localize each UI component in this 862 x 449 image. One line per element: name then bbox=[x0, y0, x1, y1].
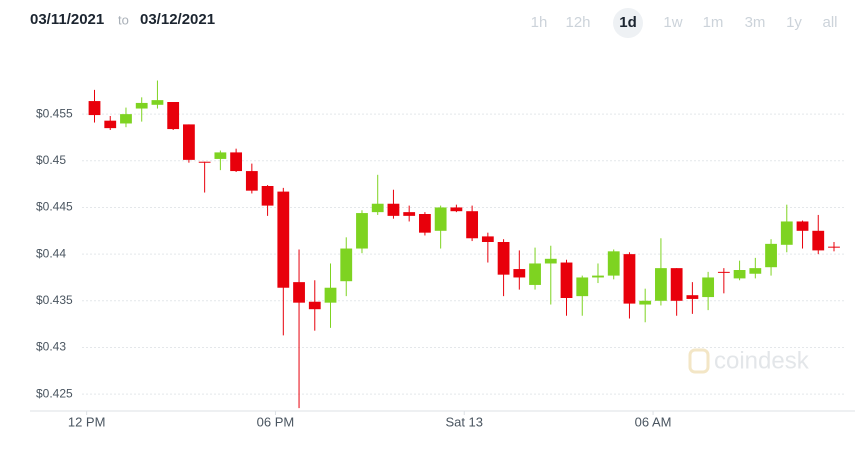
range-button[interactable]: 1d bbox=[619, 14, 637, 31]
candle-body bbox=[434, 207, 447, 231]
candle-body bbox=[576, 277, 589, 297]
x-tick-label: 12 PM bbox=[68, 414, 106, 429]
y-tick-label: $0.44 bbox=[36, 246, 66, 260]
candle-body bbox=[308, 301, 321, 310]
candle-body bbox=[733, 270, 746, 279]
candle-body bbox=[293, 282, 305, 303]
candle-body bbox=[356, 213, 368, 249]
candle-body bbox=[183, 124, 195, 160]
y-tick-label: $0.455 bbox=[36, 106, 73, 120]
candle-body bbox=[230, 152, 243, 172]
candle-body bbox=[749, 268, 762, 274]
candle-body bbox=[88, 101, 101, 116]
candle-body bbox=[828, 246, 840, 248]
candle-body bbox=[245, 171, 258, 191]
range-button[interactable]: 1y bbox=[786, 14, 802, 31]
candle-body bbox=[497, 242, 510, 275]
candle-body bbox=[151, 100, 164, 105]
candle-body bbox=[655, 268, 667, 301]
range-button[interactable]: 12h bbox=[565, 14, 590, 31]
y-tick-label: $0.435 bbox=[36, 293, 73, 307]
y-tick-label: $0.43 bbox=[36, 340, 66, 354]
candle-body bbox=[261, 186, 274, 206]
candle-body bbox=[198, 161, 211, 163]
candle-body bbox=[387, 203, 400, 216]
candle-body bbox=[765, 243, 777, 268]
candle-body bbox=[419, 214, 431, 233]
candle-body bbox=[324, 287, 337, 303]
candle-body bbox=[529, 263, 541, 285]
candle-body bbox=[277, 191, 290, 288]
candle-body bbox=[702, 277, 715, 298]
plot-area: coindesk $0.425 $0.43 $0.435 $0.44 $0.445 $0.4… bbox=[30, 80, 855, 429]
range-button[interactable]: 3m bbox=[745, 14, 766, 31]
candle-body bbox=[450, 207, 463, 212]
watermark-icon bbox=[688, 348, 710, 374]
candle-body bbox=[796, 221, 809, 231]
candle-body bbox=[371, 203, 384, 213]
active-range-bg bbox=[613, 8, 643, 38]
candle-body bbox=[481, 236, 494, 242]
candle-body bbox=[340, 248, 353, 282]
range-button[interactable]: 1w bbox=[663, 14, 682, 31]
candle-body bbox=[717, 271, 730, 273]
candle-body bbox=[104, 120, 117, 129]
date-separator: to bbox=[118, 12, 129, 27]
candle-body bbox=[214, 152, 227, 159]
range-button[interactable]: 1h bbox=[531, 14, 548, 31]
x-tick-label: 06 AM bbox=[635, 414, 672, 429]
x-tick-label: Sat 13 bbox=[445, 414, 483, 429]
range-button[interactable]: all bbox=[822, 14, 837, 31]
y-tick-label: $0.45 bbox=[36, 153, 66, 167]
candle-body bbox=[812, 230, 825, 251]
candle-body bbox=[639, 300, 652, 305]
candle-body bbox=[167, 102, 180, 130]
range-buttons: 1h 12h 1d 1w 1m 3m 1y all bbox=[531, 8, 838, 38]
candle-body bbox=[670, 268, 683, 301]
candle-body bbox=[623, 254, 636, 304]
watermark: coindesk bbox=[714, 347, 810, 374]
x-tick-label: 06 PM bbox=[257, 414, 295, 429]
date-from[interactable]: 03/11/2021 bbox=[30, 11, 104, 28]
y-tick-label: $0.425 bbox=[36, 386, 73, 400]
range-button[interactable]: 1m bbox=[703, 14, 724, 31]
candle-body bbox=[466, 211, 479, 239]
candle-body bbox=[135, 102, 148, 109]
candle-body bbox=[120, 114, 132, 124]
candle-body bbox=[592, 275, 604, 278]
candle-body bbox=[513, 269, 526, 278]
candle-body bbox=[686, 295, 699, 299]
candle-body bbox=[403, 212, 416, 216]
candle-body bbox=[560, 262, 573, 298]
candle-body bbox=[544, 258, 557, 264]
y-tick-label: $0.445 bbox=[36, 200, 73, 214]
candle-body bbox=[780, 221, 793, 245]
date-to[interactable]: 03/12/2021 bbox=[140, 11, 215, 28]
candle-body bbox=[607, 251, 620, 276]
